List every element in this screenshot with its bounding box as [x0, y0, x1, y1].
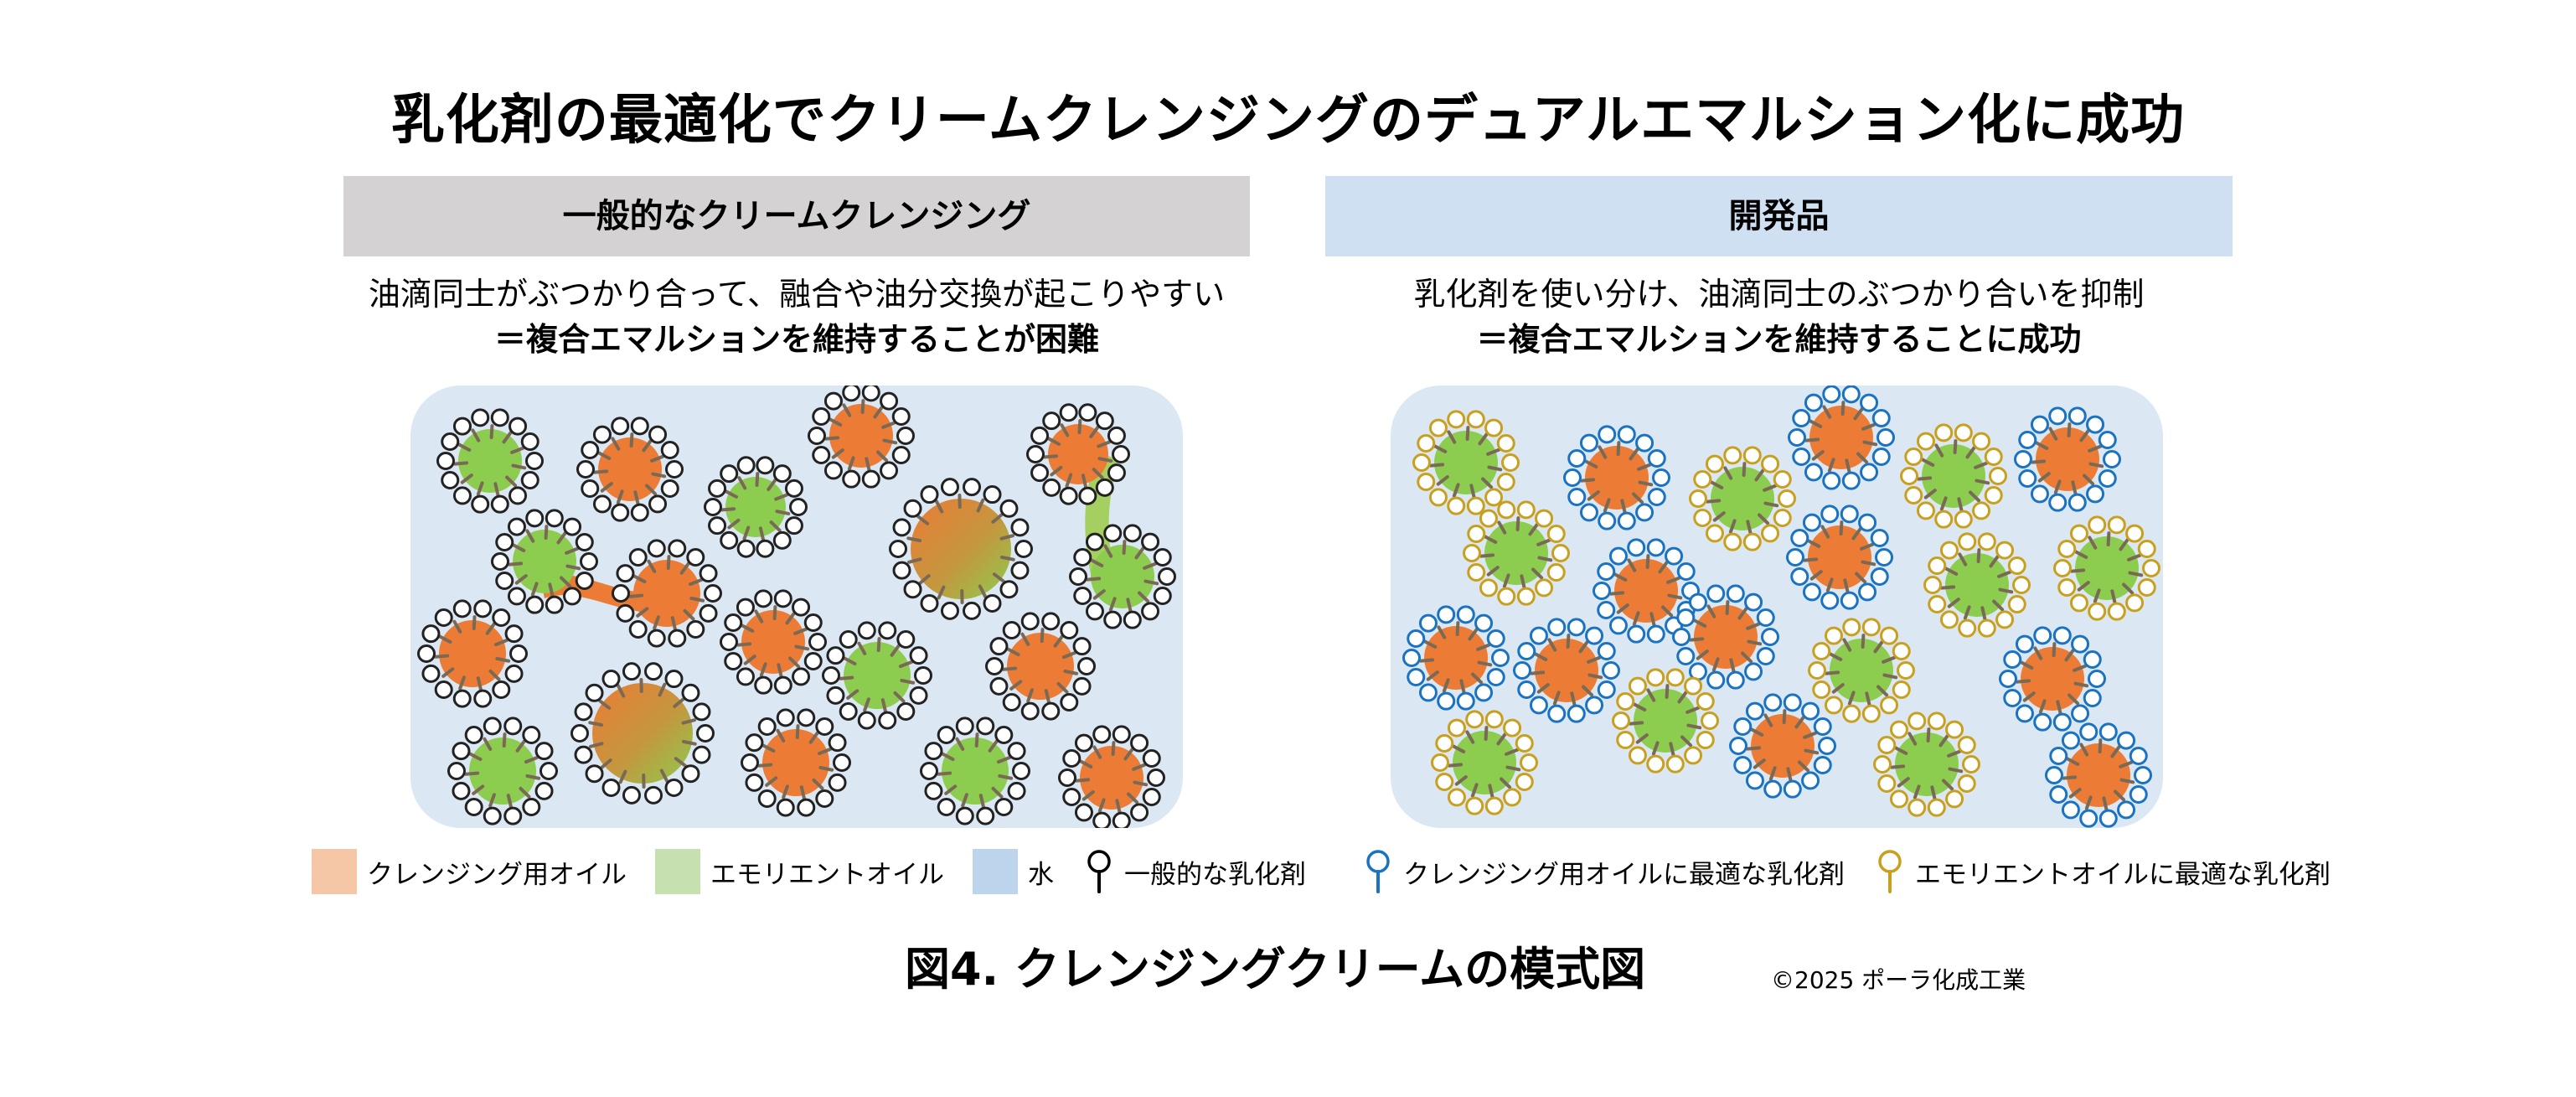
cleansing-oil-droplet [1786, 505, 1893, 610]
emulsifier-icon [1087, 850, 1111, 893]
fused-oil-droplet [570, 662, 715, 805]
legend-label: クレンジング用オイルに最適な乳化剤 [1403, 859, 1845, 890]
cleansing-oil-droplet [612, 539, 722, 648]
emollient-oil-droplet [447, 717, 558, 825]
emollient-oil-droplet [1900, 423, 2007, 529]
legend-swatch [655, 849, 700, 894]
left-caption-line1: 油滴同士がぶつかり合って、融合や油分交換が起こりやすい [368, 276, 1226, 313]
emulsifier-icon [1878, 850, 1902, 893]
cleansing-oil-droplet [1026, 403, 1130, 505]
emollient-oil-droplet [1612, 668, 1719, 774]
legend-item: 一般的な乳化剤 [1082, 848, 1306, 895]
right-panel-caption: 乳化剤を使い分け、油滴同士のぶつかり合いを抑制 ＝複合エマルションを維持すること… [1300, 272, 2258, 362]
legend-label: エモリエントオイル [710, 859, 944, 890]
emollient-oil-droplet [1412, 410, 1520, 515]
cleansing-oil-droplet [720, 589, 827, 695]
emulsifier-icon [1366, 850, 1390, 893]
main-title: 乳化剤の最適化でクリームクレンジングのデュアルエマルション化に成功 [390, 90, 2186, 152]
legend-label: 一般的な乳化剤 [1124, 859, 1306, 890]
emollient-oil-droplet [1923, 532, 2031, 638]
emollient-oil-droplet [704, 456, 808, 558]
legend-swatch [973, 849, 1018, 894]
cleansing-oil-droplet [2014, 406, 2121, 512]
emollient-oil-droplet [491, 509, 598, 614]
emollient-oil-droplet [1431, 710, 1538, 815]
emollient-oil-droplet [1069, 524, 1176, 629]
legend-label: 水 [1028, 859, 1054, 890]
cleansing-oil-droplet [1672, 584, 1779, 690]
legend-swatch [312, 849, 357, 894]
fused-oil-droplet [889, 478, 1033, 620]
cleansing-oil-droplet [417, 599, 528, 708]
cleansing-oil-droplet [1563, 425, 1670, 530]
developed-product-diagram [1391, 386, 2163, 828]
legend-label: エモリエントオイルに最適な乳化剤 [1915, 859, 2331, 890]
emollient-oil-droplet [1463, 500, 1570, 606]
legend-item: クレンジング用オイル [312, 849, 627, 894]
legend-item: 水 [973, 849, 1054, 894]
copyright-notice: ©2025 ポーラ化成工業 [1771, 966, 2026, 994]
cleansing-oil-droplet [1788, 386, 1895, 490]
cleansing-oil-droplet [2045, 722, 2152, 828]
figure-caption: 図4. クレンジングクリームの模式図 [905, 943, 1646, 996]
legend-label: クレンジング用オイル [367, 859, 627, 890]
left-legend: クレンジング用オイル エモリエントオイル 水 一般的な乳化剤 [312, 846, 1334, 897]
emollient-oil-droplet [920, 717, 1030, 825]
cleansing-oil-droplet [741, 708, 851, 817]
cleansing-oil-droplet [576, 417, 684, 522]
left-panel-header: 一般的なクリームクレンジング [343, 176, 1250, 256]
right-caption-line1: 乳化剤を使い分け、油滴同士のぶつかり合いを抑制 [1413, 276, 2145, 313]
emollient-oil-droplet [1873, 711, 1980, 817]
legend-item: エモリエントオイルに最適な乳化剤 [1873, 848, 2331, 895]
left-caption-line2: ＝複合エマルションを維持することが困難 [493, 321, 1099, 358]
cleansing-oil-droplet [1402, 605, 1510, 711]
conventional-cream-diagram [410, 386, 1183, 828]
cleansing-oil-droplet [808, 386, 915, 489]
emollient-oil-droplet [2053, 515, 2160, 621]
cleansing-oil-droplet [985, 612, 1096, 721]
cleansing-oil-droplet [1513, 618, 1620, 723]
emollient-oil-droplet [1808, 618, 1915, 723]
right-caption-line2: ＝複合エマルションを維持することに成功 [1476, 321, 2082, 358]
emollient-oil-droplet [1689, 446, 1796, 551]
right-legend: クレンジング用オイルに最適な乳化剤 エモリエントオイルに最適な乳化剤 [1361, 846, 2359, 897]
legend-item: クレンジング用オイルに最適な乳化剤 [1361, 848, 1845, 895]
right-panel-header: 開発品 [1325, 176, 2233, 256]
legend-item: エモリエントオイル [655, 849, 944, 894]
cleansing-oil-droplet [1729, 693, 1836, 799]
emollient-oil-droplet [436, 408, 544, 514]
cleansing-oil-droplet [1058, 725, 1165, 828]
left-panel-caption: 油滴同士がぶつかり合って、融合や油分交換が起こりやすい ＝複合エマルションを維持… [318, 272, 1275, 362]
cleansing-oil-droplet [1999, 626, 2106, 732]
emollient-oil-droplet [822, 621, 932, 730]
